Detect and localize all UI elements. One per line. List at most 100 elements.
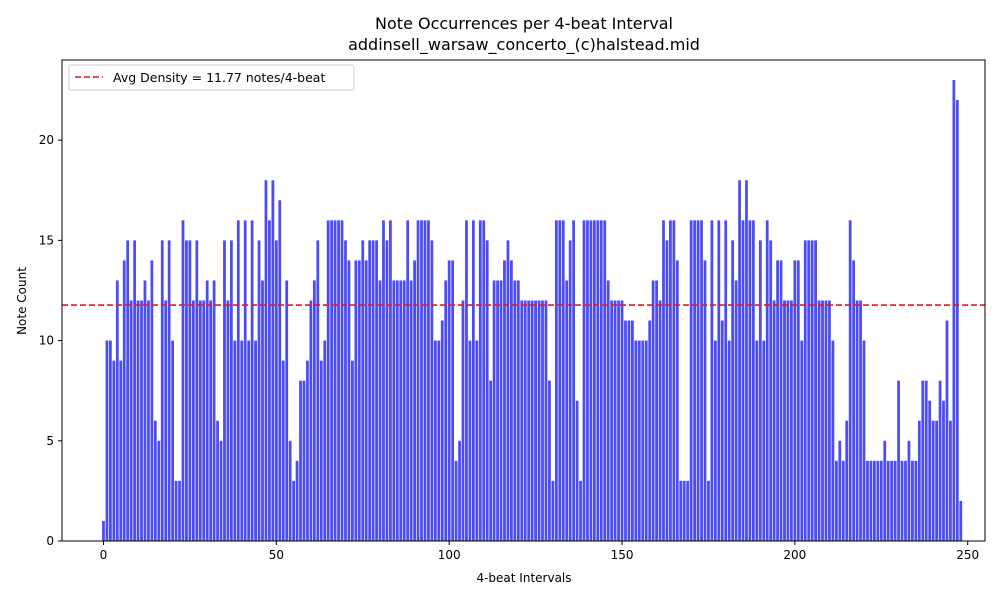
bar-149 [617, 300, 620, 541]
bar-92 [420, 220, 423, 541]
bar-94 [427, 220, 430, 541]
bar-41 [243, 220, 247, 541]
bar-26 [191, 300, 195, 541]
bar-247 [955, 100, 959, 541]
bar-7 [126, 240, 130, 542]
bar-12 [143, 280, 147, 541]
bar-86 [399, 280, 403, 541]
bar-142 [592, 220, 596, 541]
bar-181 [727, 340, 731, 541]
bar-218 [855, 300, 859, 541]
bar-100 [447, 260, 451, 541]
bar-168 [682, 480, 686, 542]
bar-141 [589, 220, 593, 541]
bar-140 [586, 220, 589, 541]
bar-235 [914, 460, 918, 541]
bar-156 [641, 340, 645, 541]
bar-115 [499, 280, 503, 541]
bar-195 [776, 260, 779, 541]
bar-52 [281, 360, 285, 542]
bar-30 [205, 280, 209, 541]
bar-143 [596, 220, 600, 541]
bar-123 [527, 300, 531, 541]
bar-121 [520, 300, 524, 541]
bar-114 [496, 280, 499, 541]
bar-118 [510, 260, 513, 541]
bar-146 [606, 280, 610, 541]
bar-33 [216, 420, 219, 541]
bar-234 [911, 460, 914, 541]
bar-191 [762, 340, 766, 541]
bar-64 [323, 340, 327, 541]
bar-152 [627, 320, 631, 541]
bar-103 [458, 440, 461, 541]
x-tick-label-50: 50 [269, 548, 284, 562]
bar-19 [167, 240, 171, 542]
bar-21 [174, 480, 178, 542]
bar-48 [268, 220, 271, 541]
bar-212 [834, 460, 838, 541]
bar-160 [655, 280, 658, 541]
bar-155 [637, 340, 641, 541]
y-tick-label-0: 0 [46, 534, 54, 548]
bar-2 [109, 340, 112, 541]
x-tick-label-200: 200 [783, 548, 806, 562]
bar-72 [351, 360, 354, 542]
bar-44 [254, 340, 257, 541]
bar-82 [385, 240, 389, 542]
bar-217 [852, 260, 856, 541]
bar-119 [513, 280, 517, 541]
x-axis-label: 4-beat Intervals [476, 571, 571, 585]
bar-159 [651, 280, 655, 541]
y-axis-ticks: 0 5 10 15 20 [39, 133, 62, 548]
bar-150 [620, 300, 624, 541]
bar-series [102, 80, 963, 542]
bar-28 [198, 300, 202, 541]
bar-95 [430, 240, 434, 542]
bar-127 [541, 300, 544, 541]
bar-208 [821, 300, 824, 541]
bar-63 [319, 360, 323, 542]
bar-148 [613, 300, 617, 541]
bar-198 [786, 300, 790, 541]
bar-89 [409, 280, 413, 541]
bar-199 [790, 300, 793, 541]
bar-3 [112, 360, 116, 542]
bar-88 [406, 220, 410, 541]
bar-32 [212, 280, 216, 541]
bar-207 [817, 300, 821, 541]
bar-211 [831, 340, 835, 541]
bar-90 [413, 260, 416, 541]
bar-83 [389, 220, 392, 541]
bar-233 [907, 440, 911, 541]
bar-227 [886, 460, 890, 541]
bar-93 [423, 220, 427, 541]
plot-frame [61, 59, 986, 542]
bar-16 [157, 440, 161, 541]
bar-111 [485, 240, 489, 542]
bar-242 [938, 380, 942, 541]
bar-144 [599, 220, 603, 541]
bar-55 [292, 480, 295, 542]
bar-74 [357, 260, 361, 541]
bar-138 [579, 480, 582, 542]
bar-10 [136, 300, 140, 541]
bar-180 [724, 220, 728, 541]
bar-78 [371, 240, 375, 542]
bar-134 [565, 280, 569, 541]
bar-23 [181, 220, 185, 541]
bar-120 [516, 280, 520, 541]
bar-27 [195, 240, 199, 542]
bar-225 [879, 460, 883, 541]
bar-240 [931, 420, 935, 541]
bar-205 [810, 240, 814, 542]
x-tick-label-150: 150 [611, 548, 634, 562]
bar-170 [689, 220, 693, 541]
bar-112 [489, 380, 493, 541]
bar-11 [140, 300, 143, 541]
bar-46 [261, 280, 264, 541]
bar-175 [707, 480, 710, 542]
bar-151 [624, 320, 627, 541]
bar-39 [236, 220, 240, 541]
bar-184 [738, 180, 741, 541]
